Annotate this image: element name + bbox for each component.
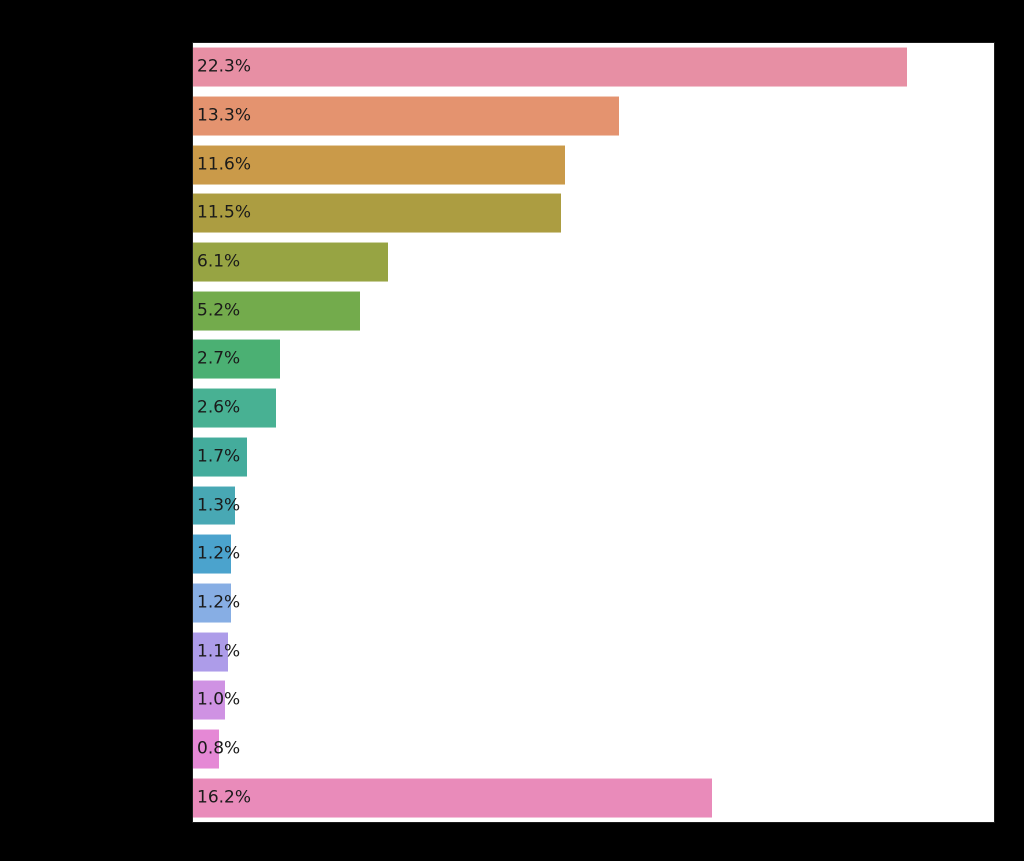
bar-row: 1.2%: [193, 579, 994, 628]
bar-value-label: 22.3%: [197, 56, 252, 77]
bar-row: 1.0%: [193, 676, 994, 725]
bar: [193, 632, 229, 672]
bar: [193, 534, 232, 574]
bar-value-label: 6.1%: [197, 251, 241, 272]
bar-value-label: 11.6%: [197, 154, 252, 175]
bar: [193, 340, 280, 379]
bar: [193, 96, 620, 136]
bar-value-label: 11.5%: [197, 202, 252, 223]
bar: [193, 729, 219, 769]
bar-value-label: 16.2%: [197, 787, 252, 808]
bar-row: 0.8%: [193, 725, 994, 774]
plot-area: 22.3% 13.3% 11.6% 11.5% 6.1% 5.2% 2.7% 2.6% 1.7%…: [192, 42, 995, 823]
bar-value-label: 2.7%: [197, 348, 241, 369]
bar-row: 2.6%: [193, 384, 994, 433]
bar: [193, 437, 248, 477]
bar-row: 1.1%: [193, 627, 994, 676]
bar: [193, 145, 565, 185]
bar: [193, 583, 232, 623]
bar-value-label: 1.7%: [197, 446, 241, 467]
bar-row: 13.3%: [193, 92, 994, 141]
bar-value-label: 1.1%: [197, 641, 241, 662]
bar-row: 5.2%: [193, 286, 994, 335]
bar-row: 22.3%: [193, 43, 994, 92]
bar: [193, 242, 389, 282]
bar-row: 1.3%: [193, 481, 994, 530]
bar-value-label: 1.2%: [197, 543, 241, 564]
bar-value-label: 1.2%: [197, 592, 241, 613]
bar-row: 1.7%: [193, 433, 994, 482]
bar-value-label: 13.3%: [197, 105, 252, 126]
bar-value-label: 5.2%: [197, 300, 241, 321]
bar: [193, 291, 360, 331]
bar: [193, 388, 277, 428]
bar: [193, 486, 235, 525]
bar: [193, 778, 713, 818]
bar-value-label: 2.6%: [197, 397, 241, 418]
bar: [193, 193, 562, 233]
bar-value-label: 0.8%: [197, 738, 241, 759]
bar-value-label: 1.3%: [197, 495, 241, 516]
bar-row: 1.2%: [193, 530, 994, 579]
bar-row: 11.6%: [193, 140, 994, 189]
bar-row: 16.2%: [193, 773, 994, 822]
bar: [193, 47, 908, 87]
bar-row: 6.1%: [193, 238, 994, 287]
bar: [193, 680, 226, 720]
bar-row: 11.5%: [193, 189, 994, 238]
bar-row: 2.7%: [193, 335, 994, 384]
bar-value-label: 1.0%: [197, 689, 241, 710]
